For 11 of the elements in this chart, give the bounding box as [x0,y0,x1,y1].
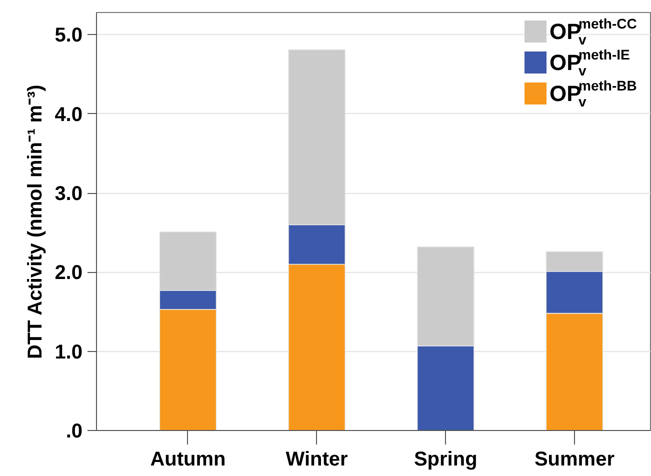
y-tick-label: 4.0 [54,104,83,126]
y-tick-label: 3.0 [54,183,83,205]
x-tick-label: Winter [286,448,348,470]
x-tick-label: Autumn [150,448,226,470]
y-axis-title: DTT Activity (nmol min⁻¹ m⁻³) [24,84,47,360]
x-tick-label: Spring [414,448,478,470]
x-tick-label: Summer [534,448,615,470]
y-tick-label: 2.0 [54,262,83,284]
y-tick-label: .0 [66,420,83,442]
y-tick-label: 1.0 [54,341,83,364]
y-tick-label: 5.0 [54,24,83,47]
